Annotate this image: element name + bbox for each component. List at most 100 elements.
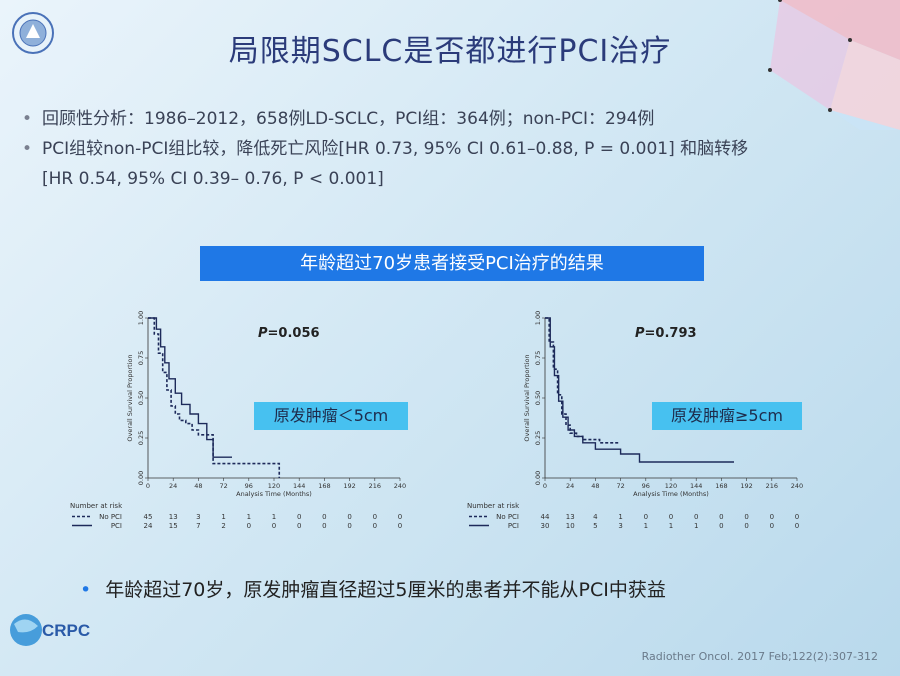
tumor-size-box-right: 原发肿瘤≥5cm xyxy=(652,402,802,430)
x-tick-label: 216 xyxy=(369,482,381,490)
risk-value: 0 xyxy=(669,513,673,521)
conclusion-text: 年龄超过70岁，原发肿瘤直径超过5厘米的患者并不能从PCI中获益 xyxy=(105,579,666,601)
x-axis-label: Analysis Time (Months) xyxy=(633,490,709,498)
risk-value: 0 xyxy=(770,522,774,530)
risk-value: 0 xyxy=(795,513,799,521)
risk-value: 15 xyxy=(169,522,178,530)
x-tick-label: 168 xyxy=(715,482,727,490)
bullet-item: • PCI组较non-PCI组比较，降低死亡风险[HR 0.73, 95% CI… xyxy=(20,134,880,194)
x-tick-label: 192 xyxy=(343,482,355,490)
x-tick-label: 96 xyxy=(245,482,253,490)
risk-table-header: Number at risk xyxy=(70,502,123,510)
risk-value: 0 xyxy=(373,522,377,530)
y-tick-label: 1.00 xyxy=(534,311,542,325)
x-tick-label: 240 xyxy=(791,482,803,490)
tumor-size-box-left: 原发肿瘤＜5cm xyxy=(254,402,408,430)
y-tick-label: 0.25 xyxy=(534,431,542,445)
risk-value: 0 xyxy=(770,513,774,521)
x-tick-label: 0 xyxy=(146,482,150,490)
globe-icon: CRPC xyxy=(10,614,90,646)
p-value-text: =0.793 xyxy=(644,326,697,341)
km-chart-left: 0 24 48 72 96 120 144 168 192 216 240 0.00 0.25 0.50 0… xyxy=(70,300,420,554)
risk-value: 7 xyxy=(196,522,200,530)
bullet-dot: • xyxy=(80,579,92,601)
risk-value: 0 xyxy=(398,513,402,521)
institution-logo xyxy=(12,12,54,54)
x-tick-label: 24 xyxy=(566,482,574,490)
risk-table-header: Number at risk xyxy=(467,502,520,510)
risk-value: 30 xyxy=(541,522,550,530)
x-tick-label: 72 xyxy=(616,482,624,490)
p-symbol: P xyxy=(635,326,645,341)
bullet-text: 回顾性分析：1986–2012，658例LD-SCLC，PCI组：364例；no… xyxy=(42,109,655,129)
risk-row-label: PCI xyxy=(111,522,122,530)
y-axis-label: Overall Survival Proportion xyxy=(523,354,531,441)
x-tick-label: 72 xyxy=(219,482,227,490)
survival-curve-no-pci xyxy=(545,317,619,444)
risk-value: 0 xyxy=(398,522,402,530)
x-tick-label: 0 xyxy=(543,482,547,490)
x-tick-label: 96 xyxy=(642,482,650,490)
crpc-logo: CRPC xyxy=(6,604,106,656)
risk-value: 0 xyxy=(694,513,698,521)
y-tick-label: 0.75 xyxy=(534,351,542,365)
risk-row-label: PCI xyxy=(508,522,519,530)
x-tick-label: 144 xyxy=(293,482,305,490)
x-axis-label: Analysis Time (Months) xyxy=(236,490,312,498)
risk-value: 0 xyxy=(297,522,301,530)
risk-value: 0 xyxy=(347,513,351,521)
risk-value: 44 xyxy=(541,513,550,521)
y-tick-label: 0.00 xyxy=(137,471,145,485)
x-tick-label: 240 xyxy=(394,482,406,490)
axes: 0 24 48 72 96 120 144 168 192 216 240 0.00 0.25 0.50 0… xyxy=(126,311,406,498)
p-symbol: P xyxy=(258,326,268,341)
risk-value: 13 xyxy=(566,513,575,521)
x-tick-label: 48 xyxy=(194,482,202,490)
risk-value: 24 xyxy=(144,522,153,530)
x-tick-label: 168 xyxy=(318,482,330,490)
risk-value: 1 xyxy=(644,522,648,530)
bullet-dot: • xyxy=(22,139,33,159)
risk-value: 0 xyxy=(719,522,723,530)
survival-curve-pci xyxy=(148,317,232,458)
km-chart-right: 0 24 48 72 96 120 144 168 192 216 240 0.00 0.25 0.50 0… xyxy=(467,300,817,554)
x-tick-label: 216 xyxy=(766,482,778,490)
risk-value: 0 xyxy=(373,513,377,521)
risk-value: 1 xyxy=(221,513,225,521)
risk-value: 5 xyxy=(593,522,597,530)
risk-value: 0 xyxy=(297,513,301,521)
risk-value: 1 xyxy=(618,513,622,521)
risk-value: 13 xyxy=(169,513,178,521)
p-value-text: =0.056 xyxy=(267,326,320,341)
x-tick-label: 192 xyxy=(740,482,752,490)
risk-row-label: No PCI xyxy=(99,513,122,521)
axes: 0 24 48 72 96 120 144 168 192 216 240 0.00 0.25 0.50 0… xyxy=(523,311,803,498)
x-tick-label: 48 xyxy=(591,482,599,490)
risk-value: 3 xyxy=(196,513,200,521)
y-tick-label: 1.00 xyxy=(137,311,145,325)
risk-value: 0 xyxy=(272,522,276,530)
risk-value: 10 xyxy=(566,522,575,530)
risk-value: 0 xyxy=(247,522,251,530)
km-plot-left: 0 24 48 72 96 120 144 168 192 216 2400.000.250.500… xyxy=(70,311,406,530)
y-tick-label: 0.00 xyxy=(534,471,542,485)
risk-value: 0 xyxy=(347,522,351,530)
y-tick-label: 0.50 xyxy=(534,391,542,405)
risk-value: 0 xyxy=(322,513,326,521)
survival-curve-pci xyxy=(545,317,734,463)
x-tick-label: 144 xyxy=(690,482,702,490)
risk-value: 45 xyxy=(144,513,153,521)
risk-value: 1 xyxy=(669,522,673,530)
y-tick-label: 0.25 xyxy=(137,431,145,445)
x-tick-label: 120 xyxy=(268,482,280,490)
bullet-text: PCI组较non-PCI组比较，降低死亡风险[HR 0.73, 95% CI 0… xyxy=(42,139,749,159)
risk-value: 1 xyxy=(272,513,276,521)
risk-value: 0 xyxy=(322,522,326,530)
reference: Radiother Oncol. 2017 Feb;122(2):307-312 xyxy=(641,650,878,663)
risk-value: 0 xyxy=(795,522,799,530)
survival-curve-no-pci xyxy=(148,317,281,478)
conclusion: • 年龄超过70岁，原发肿瘤直径超过5厘米的患者并不能从PCI中获益 xyxy=(80,575,666,602)
risk-value: 0 xyxy=(644,513,648,521)
